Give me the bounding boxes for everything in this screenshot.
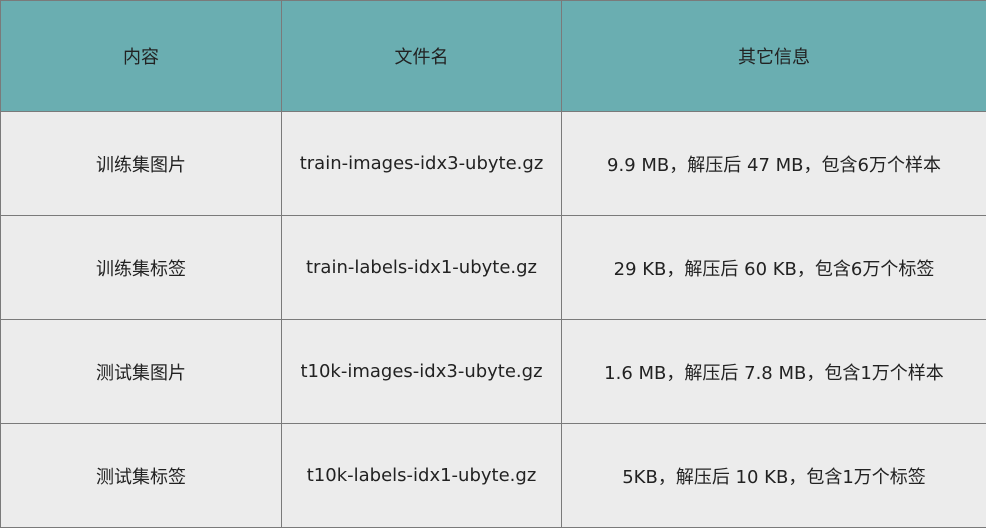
table-body: 训练集图片 train-images-idx3-ubyte.gz 9.9 MB，解压… (0, 111, 986, 528)
header-row: 内容 文件名 其它信息 (0, 0, 986, 112)
table-row: 训练集图片 train-images-idx3-ubyte.gz 9.9 MB，解压… (0, 111, 986, 216)
table-cell: train-images-idx3-ubyte.gz (281, 111, 562, 216)
header-cell: 文件名 (281, 0, 562, 112)
table-cell: 1.6 MB，解压后 7.8 MB，包含1万个样本 (561, 319, 986, 424)
table-cell: 训练集标签 (0, 215, 282, 320)
table-row: 测试集标签 t10k-labels-idx1-ubyte.gz 5KB，解压后 10… (0, 423, 986, 528)
table-cell: 5KB，解压后 10 KB，包含1万个标签 (561, 423, 986, 528)
table-row: 测试集图片 t10k-images-idx3-ubyte.gz 1.6 MB，解压后… (0, 319, 986, 424)
table-cell: 29 KB，解压后 60 KB，包含6万个标签 (561, 215, 986, 320)
table-cell: t10k-images-idx3-ubyte.gz (281, 319, 562, 424)
table-cell: 测试集标签 (0, 423, 282, 528)
table-cell: t10k-labels-idx1-ubyte.gz (281, 423, 562, 528)
table-row: 训练集标签 train-labels-idx1-ubyte.gz 29 KB，解压后… (0, 215, 986, 320)
header-cell: 其它信息 (561, 0, 986, 112)
table-cell: 测试集图片 (0, 319, 282, 424)
table-cell: 9.9 MB，解压后 47 MB，包含6万个样本 (561, 111, 986, 216)
table-cell: train-labels-idx1-ubyte.gz (281, 215, 562, 320)
table-cell: 训练集图片 (0, 111, 282, 216)
header-cell: 内容 (0, 0, 282, 112)
